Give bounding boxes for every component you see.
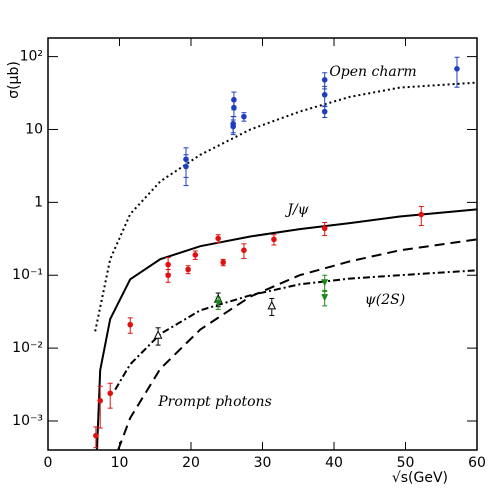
x-tick-label: 50 [397,455,415,471]
curve [117,238,477,450]
data-point [215,235,221,242]
data-point [231,96,237,103]
data-point [321,225,328,232]
curve [96,208,477,450]
plot-area [93,56,477,450]
y-tick-label: 10⁻² [12,340,43,356]
data-point [127,321,134,328]
plot-frame [47,37,478,451]
data-point [267,300,277,310]
curve-annotation: ψ(2S) [365,292,405,308]
data-point [230,123,236,130]
data-point [220,259,226,266]
data-point [214,299,222,307]
data-point [153,330,163,339]
data-point [183,163,189,170]
y-tick-label: 10 [25,121,43,137]
y-axis-label: σ(μb) [6,61,22,99]
data-point [192,252,199,258]
x-tick-label: 60 [468,455,486,471]
curve [114,269,477,391]
data-point [241,113,247,120]
data-point [321,279,329,287]
curve-annotation: Prompt photons [157,394,272,410]
x-tick-label: 10 [111,455,129,471]
data-point [165,272,171,279]
data-point [418,211,425,218]
data-point [185,266,191,273]
curve-annotation: Open charm [329,64,416,80]
data-point [97,397,103,404]
data-point [321,91,328,98]
data-point [321,77,328,83]
data-point [271,236,277,243]
data-point [321,294,329,302]
data-point [454,66,460,72]
data-point [321,108,328,115]
x-tick-label: 0 [44,455,53,471]
curve [94,81,477,332]
x-tick-label: 40 [325,455,343,471]
curve-annotation: J/ψ [284,202,309,218]
x-tick-label: 30 [254,455,272,471]
y-tick-label: 1 [34,194,43,210]
y-tick-label: 10⁻³ [12,413,43,429]
y-tick-label: 10² [20,49,43,65]
data-point [93,432,99,439]
x-tick-label: 20 [182,455,200,471]
data-point [241,247,247,254]
data-point [107,390,114,397]
y-tick-label: 10⁻¹ [12,267,43,283]
x-axis-label: √s(GeV) [392,470,448,486]
data-point [165,261,171,268]
